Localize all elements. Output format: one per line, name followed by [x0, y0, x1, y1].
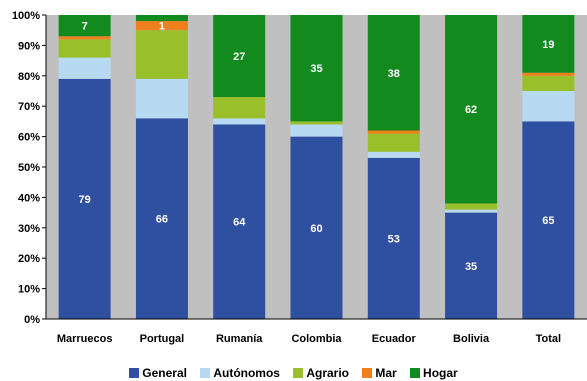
data-label: 66 — [156, 214, 168, 226]
y-tick-label: 60% — [18, 132, 40, 144]
y-tick-label: 30% — [18, 223, 40, 235]
y-tick-label: 70% — [18, 101, 40, 113]
bar-segment-hogar — [367, 15, 420, 131]
bar-segment-agrario — [445, 203, 498, 210]
data-label: 64 — [233, 217, 246, 229]
bar-segment-hogar — [522, 15, 575, 73]
legend-swatch-general — [129, 368, 140, 378]
category-label: Bolivia — [453, 333, 490, 345]
bar-segment-general — [522, 121, 575, 320]
data-label: 19 — [542, 39, 554, 51]
bar-segment-mar — [135, 21, 188, 31]
bar-segment-hogar — [213, 15, 266, 98]
bar-segment-general — [367, 157, 420, 319]
category-label: Ecuador — [372, 333, 417, 345]
bar-segment-hogar — [58, 15, 111, 37]
legend-item-autonomos: Autónomos — [200, 366, 280, 380]
y-tick-label: 90% — [18, 40, 40, 52]
category-label: Portugal — [140, 333, 185, 345]
data-label: 62 — [465, 104, 477, 116]
legend-swatch-agrario — [293, 368, 304, 378]
legend-swatch-autonomos — [200, 368, 211, 378]
bar-segment-agrario — [135, 30, 188, 79]
category-label: Marruecos — [57, 333, 113, 345]
y-tick-label: 20% — [18, 253, 40, 265]
bar-segment-agrario — [522, 75, 575, 91]
y-tick-label: 40% — [18, 192, 40, 204]
y-tick-label: 100% — [12, 10, 40, 22]
bar-segment-autonomos — [290, 124, 343, 137]
y-tick-label: 0% — [24, 314, 40, 326]
legend-item-mar: Mar — [362, 366, 397, 380]
data-label: 35 — [465, 261, 477, 273]
legend: General Autónomos Agrario Mar Hogar — [0, 366, 587, 380]
data-label: 65 — [542, 215, 554, 227]
bar-segment-autonomos — [522, 91, 575, 122]
legend-label-autonomos: Autónomos — [213, 366, 280, 380]
bar-segment-autonomos — [213, 118, 266, 125]
legend-item-general: General — [129, 366, 187, 380]
data-label: 27 — [233, 51, 245, 63]
bar-segment-agrario — [367, 133, 420, 152]
bar-segment-autonomos — [58, 57, 111, 79]
data-label: 60 — [310, 223, 322, 235]
bar-segment-agrario — [213, 97, 266, 119]
bar-segment-agrario — [290, 121, 343, 125]
legend-label-hogar: Hogar — [423, 366, 458, 380]
legend-label-agrario: Agrario — [306, 366, 350, 380]
bar-segment-general — [135, 118, 188, 319]
data-label: 35 — [310, 63, 322, 75]
data-label: 79 — [79, 194, 91, 206]
bar-segment-agrario — [58, 39, 111, 58]
legend-item-agrario: Agrario — [293, 366, 349, 380]
y-tick-label: 50% — [18, 162, 40, 174]
category-label: Rumanía — [216, 333, 263, 345]
y-tick-label: 10% — [18, 284, 40, 296]
bar-segment-mar — [367, 130, 420, 134]
bar-segment-general — [58, 78, 111, 319]
y-tick-label: 80% — [18, 71, 40, 83]
bar-segment-autonomos — [445, 209, 498, 213]
data-label: 1 — [159, 21, 165, 33]
bar-segment-general — [213, 124, 266, 319]
bar-segment-mar — [58, 36, 111, 40]
data-label: 38 — [388, 68, 400, 80]
bar-segment-general — [445, 212, 498, 319]
legend-item-hogar: Hogar — [410, 366, 458, 380]
data-label: 53 — [388, 233, 400, 245]
bar-segment-mar — [522, 72, 575, 76]
bar-segment-autonomos — [367, 151, 420, 158]
data-label: 7 — [82, 21, 88, 33]
category-label: Colombia — [291, 333, 342, 345]
category-label: Total — [536, 333, 561, 345]
bar-segment-hogar — [135, 15, 188, 22]
bar-segment-autonomos — [135, 78, 188, 119]
legend-swatch-hogar — [410, 368, 421, 378]
legend-label-general: General — [142, 366, 187, 380]
bar-segment-general — [290, 136, 343, 319]
bar-segment-hogar — [290, 15, 343, 122]
bar-segment-hogar — [445, 15, 498, 204]
legend-swatch-mar — [362, 368, 373, 378]
legend-label-mar: Mar — [375, 366, 397, 380]
